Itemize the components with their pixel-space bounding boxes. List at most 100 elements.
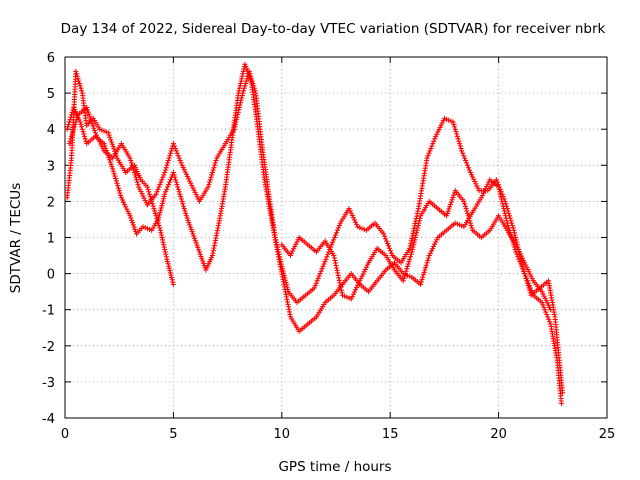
data-point [244,66,250,72]
data-point [456,138,462,144]
data-point [363,264,369,270]
data-point [335,225,341,231]
data-points [64,61,566,407]
data-point [385,240,391,247]
data-point [423,265,429,271]
data-point [450,194,456,201]
data-point [383,236,389,242]
data-point [105,130,111,136]
data-point [351,217,357,223]
data-point [453,129,459,135]
data-point [197,251,203,257]
data-point [111,146,117,152]
data-point [291,246,297,252]
data-point [74,114,80,120]
data-point [232,124,238,130]
data-point [465,165,472,171]
data-point [169,277,175,283]
data-point [170,169,176,176]
data-point [462,155,468,161]
data-point [208,174,214,180]
data-point [428,145,434,152]
data-point [425,257,431,263]
data-point [281,270,287,276]
data-point [191,235,198,241]
data-point [486,179,492,185]
data-point [411,242,417,248]
data-point [77,83,83,89]
data-point [523,262,529,268]
data-point [451,124,458,130]
data-point [247,71,253,77]
data-point [170,141,176,147]
data-point [74,71,80,77]
data-point [320,263,326,269]
data-point [248,73,254,79]
data-point [68,114,74,120]
data-point [450,119,456,125]
data-point [75,76,81,82]
data-point [280,268,286,274]
data-point [464,162,471,168]
y-tick-label: 0 [47,268,55,283]
data-point [79,124,85,130]
data-point [106,157,113,163]
data-point [459,148,465,154]
data-point [166,182,172,188]
data-point [157,210,163,216]
data-point [548,307,554,313]
data-point [457,141,463,147]
data-point [524,280,531,286]
x-tick-label: 25 [599,427,616,442]
data-point [141,195,147,201]
data-point [411,225,417,232]
data-point [447,204,453,210]
data-point [181,167,187,173]
data-point [331,237,337,243]
data-point [311,285,317,291]
data-point [241,85,247,91]
data-point [458,145,464,152]
data-point [494,179,500,185]
data-point [465,213,471,219]
data-point [283,282,290,288]
data-point [106,132,112,138]
data-point [282,277,288,283]
data-point [415,208,421,214]
data-point [468,222,474,229]
data-point [195,244,201,250]
data-point [407,245,413,251]
data-point [416,220,422,226]
data-point [72,121,78,127]
data-point [112,173,118,179]
data-point [74,117,80,123]
data-point [239,95,245,101]
data-point [127,155,133,161]
data-point [111,171,117,177]
data-point [161,172,167,178]
data-point [129,220,136,226]
data-point [544,300,550,306]
data-point [522,271,528,277]
data-point [231,126,237,132]
data-point [120,199,127,205]
data-point [388,250,394,256]
data-point [315,275,321,281]
data-point [236,104,242,111]
data-point [163,165,169,171]
data-point [275,249,282,255]
data-point [416,218,422,224]
data-point [461,153,467,159]
data-point [131,224,137,230]
data-point [128,215,134,221]
data-point [419,277,425,283]
data-point [336,275,342,281]
data-point [107,159,113,165]
data-point [384,238,390,244]
data-point [90,123,96,129]
data-point [318,268,324,274]
data-point [152,208,158,214]
data-point [424,260,430,266]
data-point [206,179,213,185]
data-point [174,150,180,156]
